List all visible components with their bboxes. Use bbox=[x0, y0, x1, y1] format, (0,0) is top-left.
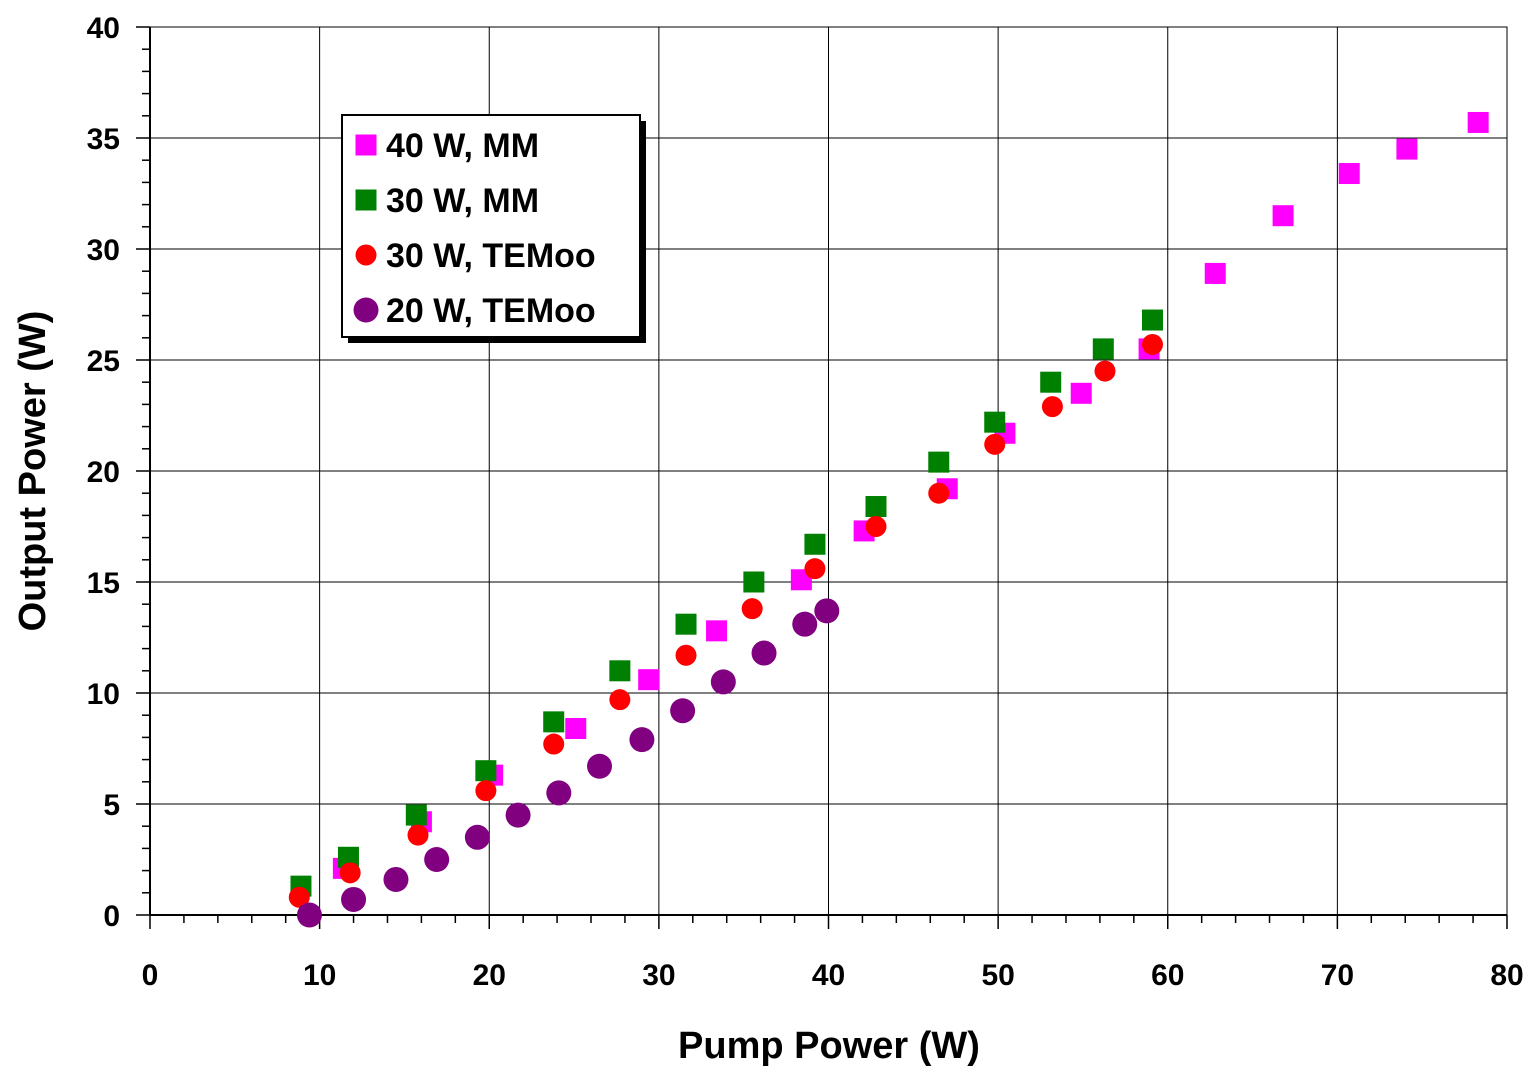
data-point bbox=[288, 886, 310, 908]
legend: 40 W, MM 30 W, MM 30 W, TEMoo 20 W, TEMoo bbox=[341, 114, 646, 343]
data-point bbox=[609, 689, 631, 711]
x-tick-label: 20 bbox=[473, 959, 506, 992]
data-point bbox=[928, 482, 950, 504]
data-point bbox=[629, 727, 655, 753]
data-point bbox=[1272, 205, 1294, 227]
data-point bbox=[546, 780, 572, 806]
legend-label: 40 W, MM bbox=[386, 127, 539, 165]
data-point bbox=[1141, 309, 1163, 331]
data-point bbox=[710, 669, 736, 695]
data-point bbox=[543, 733, 565, 755]
legend-marker bbox=[355, 244, 377, 266]
data-point bbox=[296, 902, 322, 928]
legend-box bbox=[341, 114, 641, 338]
y-tick-label: 35 bbox=[87, 123, 120, 156]
data-point bbox=[341, 886, 367, 912]
tick-labels: 0 10 20 30 40 50 60 70 80 0 5 10 15 20 25 30 35 40 bbox=[87, 12, 1524, 992]
x-tick-label: 10 bbox=[303, 959, 336, 992]
y-tick-label: 15 bbox=[87, 567, 120, 600]
y-axis-title: Output Power (W) bbox=[12, 311, 54, 632]
y-tick-label: 20 bbox=[87, 456, 120, 489]
x-tick-label: 30 bbox=[642, 959, 675, 992]
legend-label: 30 W, TEMoo bbox=[386, 237, 596, 275]
data-point bbox=[638, 669, 660, 691]
data-point bbox=[984, 433, 1006, 455]
data-point bbox=[984, 411, 1006, 433]
y-tick-label: 5 bbox=[103, 789, 120, 822]
data-point bbox=[751, 640, 777, 666]
data-point bbox=[475, 780, 497, 802]
legend-entry: 30 W, MM bbox=[355, 182, 539, 220]
legend-entry: 40 W, MM bbox=[355, 127, 539, 165]
data-point bbox=[587, 753, 613, 779]
data-point bbox=[865, 496, 887, 518]
data-point bbox=[407, 824, 429, 846]
data-point bbox=[865, 516, 887, 537]
x-axis-title: Pump Power (W) bbox=[678, 1025, 980, 1067]
data-point bbox=[1338, 163, 1360, 185]
series-4 bbox=[296, 598, 840, 928]
x-tick-label: 70 bbox=[1321, 959, 1354, 992]
axes bbox=[136, 26, 1508, 929]
x-tick-label: 40 bbox=[812, 959, 845, 992]
data-point bbox=[792, 611, 818, 637]
data-point bbox=[1041, 396, 1063, 418]
legend-marker bbox=[355, 134, 377, 156]
data-point bbox=[337, 846, 359, 868]
data-point bbox=[1467, 111, 1489, 133]
data-point bbox=[1396, 138, 1418, 160]
data-point bbox=[1070, 382, 1092, 404]
gridlines bbox=[150, 26, 1508, 915]
x-tick-label: 60 bbox=[1151, 959, 1184, 992]
data-point bbox=[424, 847, 450, 872]
data-point bbox=[405, 804, 427, 826]
data-point bbox=[383, 866, 409, 892]
data-points bbox=[288, 111, 1489, 928]
x-tick-label: 0 bbox=[142, 959, 159, 992]
x-tick-label: 50 bbox=[981, 959, 1014, 992]
data-point bbox=[1092, 338, 1114, 360]
y-tick-label: 0 bbox=[103, 900, 120, 933]
data-point bbox=[339, 862, 361, 884]
data-point bbox=[1094, 360, 1116, 382]
data-point bbox=[675, 613, 697, 635]
data-point bbox=[741, 598, 763, 620]
legend-label: 20 W, TEMoo bbox=[386, 292, 596, 330]
data-point bbox=[675, 644, 697, 666]
data-point bbox=[464, 824, 490, 850]
data-point bbox=[505, 802, 531, 828]
y-tick-label: 40 bbox=[87, 12, 120, 45]
data-point bbox=[814, 598, 840, 624]
x-tick-label: 80 bbox=[1490, 959, 1523, 992]
y-tick-label: 30 bbox=[87, 234, 120, 267]
y-tick-label: 10 bbox=[87, 678, 120, 711]
data-point bbox=[928, 451, 950, 473]
data-point bbox=[743, 571, 765, 593]
y-tick-label: 25 bbox=[87, 345, 120, 378]
legend-marker bbox=[355, 189, 377, 211]
series-3 bbox=[288, 333, 1163, 908]
data-point bbox=[670, 698, 696, 724]
legend-marker bbox=[353, 297, 379, 323]
data-point bbox=[609, 660, 631, 682]
data-point bbox=[1141, 333, 1163, 355]
data-point bbox=[475, 760, 497, 782]
data-point bbox=[706, 620, 728, 642]
legend-entry: 20 W, TEMoo bbox=[353, 292, 596, 330]
legend-label: 30 W, MM bbox=[386, 182, 539, 220]
data-point bbox=[1204, 262, 1226, 284]
series-2 bbox=[290, 309, 1163, 897]
data-point bbox=[565, 718, 587, 740]
data-point bbox=[1040, 371, 1062, 393]
legend-entry: 30 W, TEMoo bbox=[355, 237, 596, 275]
data-point bbox=[804, 533, 826, 555]
data-point bbox=[543, 711, 565, 733]
data-point bbox=[804, 558, 826, 580]
